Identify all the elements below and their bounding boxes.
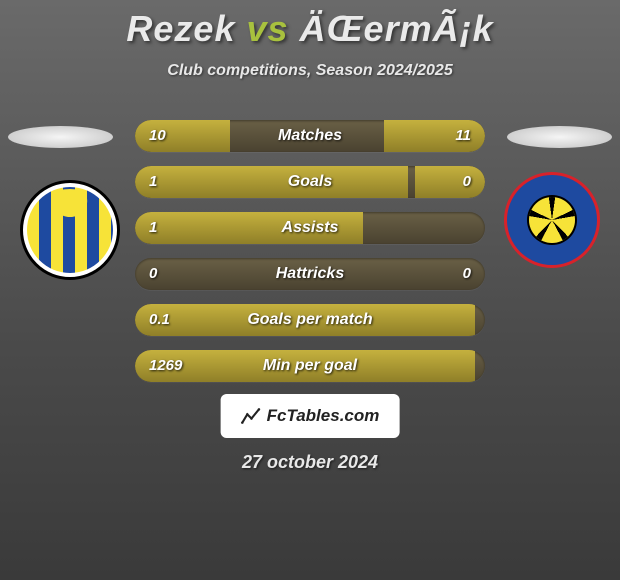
stat-value-right: 0	[463, 166, 471, 198]
stat-label: Min per goal	[135, 350, 485, 382]
chart-icon	[241, 406, 261, 426]
vs-label: vs	[246, 8, 288, 49]
stat-label: Goals per match	[135, 304, 485, 336]
stat-row: Matches10 11	[135, 120, 485, 152]
stat-row: Min per goal1269	[135, 350, 485, 382]
player2-name: ÄŒermÃ¡k	[300, 8, 494, 49]
snapshot-date: 27 october 2024	[0, 452, 620, 473]
club-crest-right	[504, 172, 600, 268]
brand-badge: FcTables.com	[221, 394, 400, 438]
player2-shadow	[507, 126, 612, 148]
stat-value-left: 1	[149, 212, 157, 244]
stats-list: Matches1011Goals10Assists1Hattricks00Goa…	[135, 120, 485, 396]
brand-text: FcTables.com	[267, 406, 380, 426]
stat-label: Matches	[135, 120, 485, 152]
stat-value-right: 0	[463, 258, 471, 290]
stat-value-right: 11	[455, 120, 471, 152]
subtitle: Club competitions, Season 2024/2025	[0, 62, 620, 80]
stat-row: Assists1	[135, 212, 485, 244]
comparison-title: Rezek vs ÄŒermÃ¡k	[0, 0, 620, 50]
stat-row: Hattricks0 0	[135, 258, 485, 290]
stat-value-left: 0.1	[149, 304, 170, 336]
player1-shadow	[8, 126, 113, 148]
stat-row: Goals1 0	[135, 166, 485, 198]
stat-row: Goals per match0.1	[135, 304, 485, 336]
club-crest-left	[20, 180, 120, 280]
stat-label: Assists	[135, 212, 485, 244]
stat-value-left: 10	[149, 120, 166, 152]
stat-value-left: 1	[149, 166, 157, 198]
stat-value-left: 0	[149, 258, 157, 290]
stat-label: Hattricks	[135, 258, 485, 290]
player1-name: Rezek	[126, 8, 235, 49]
stat-label: Goals	[135, 166, 485, 198]
stat-value-left: 1269	[149, 350, 182, 382]
